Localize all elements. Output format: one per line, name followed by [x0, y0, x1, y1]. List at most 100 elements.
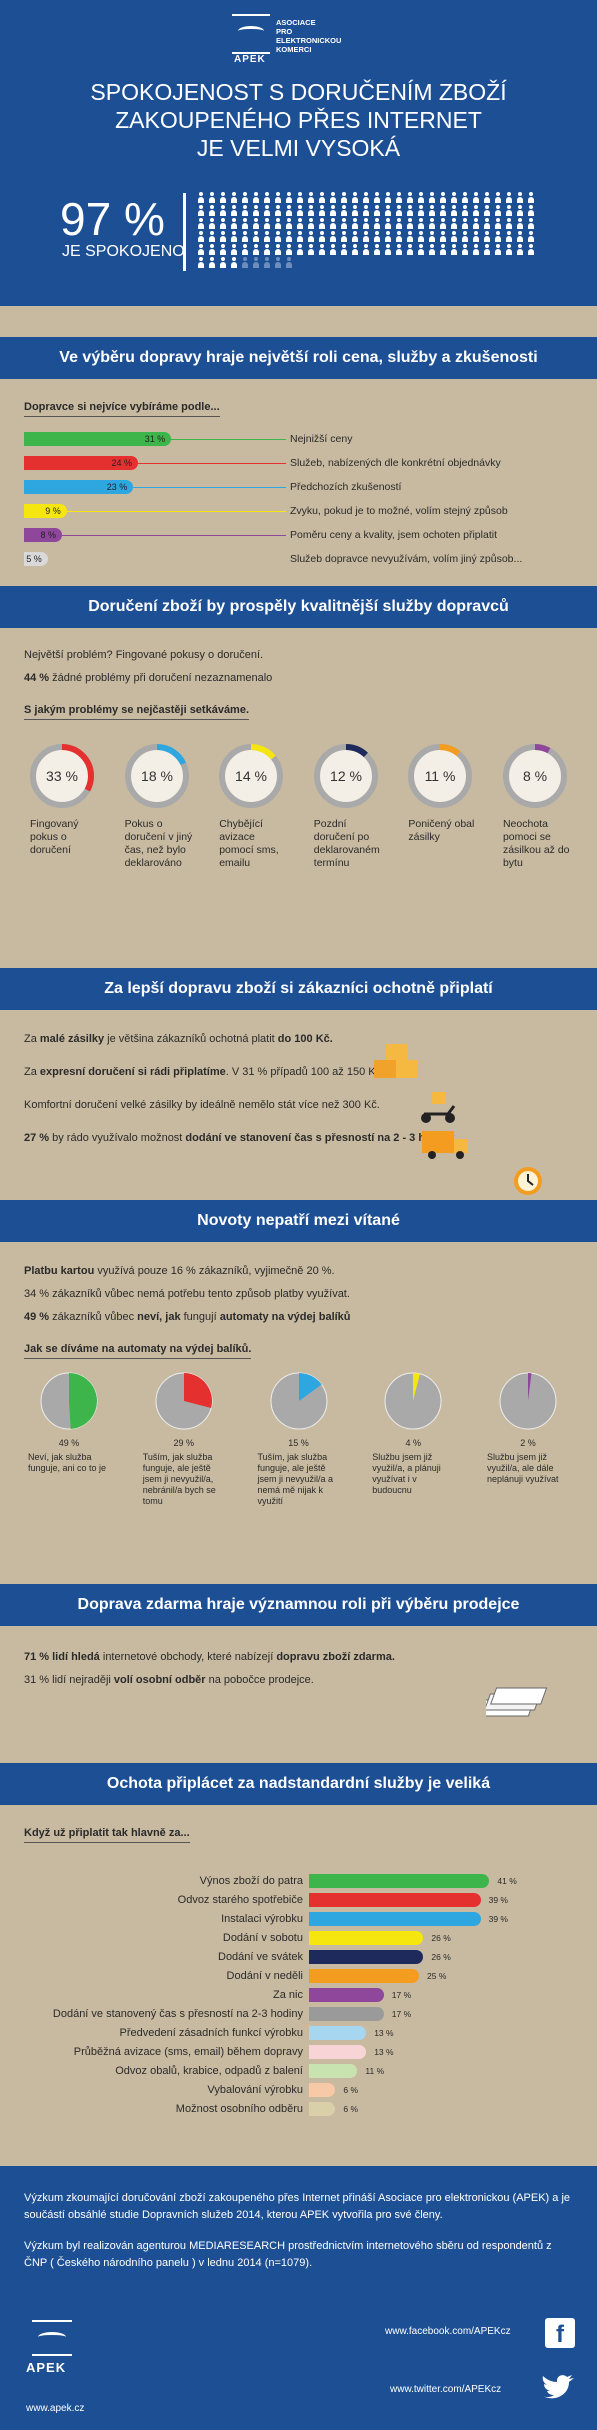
leader-line [171, 438, 286, 440]
person-icon [373, 231, 381, 242]
person-icon [307, 218, 315, 229]
person-icon [494, 244, 502, 255]
person-icon [230, 205, 238, 216]
section-title-delivery-services: Doručení zboží by prospěly kvalitnější s… [0, 586, 597, 628]
person-icon [395, 218, 403, 229]
person-icon [351, 244, 359, 255]
donut-value: 8 % [523, 768, 547, 784]
large-parcel-text: Komfortní doručení velké zásilky by ideá… [24, 1099, 380, 1111]
person-icon [274, 205, 282, 216]
section-title-novelties: Novoty nepatří mezi vítané [0, 1200, 597, 1242]
footer-apek-logo[interactable]: APEK [26, 2320, 106, 2400]
chart-transport-choice: 31 % Nejnižší ceny 24 % Služeb, nabízených … [24, 427, 573, 571]
bar-label: Poměru ceny a kvality, jsem ochoten přip… [290, 529, 497, 541]
person-icon [274, 192, 282, 203]
person-icon [230, 244, 238, 255]
person-icon [351, 205, 359, 216]
apek-logo[interactable]: APEK ASOCIACE PRO ELEKTRONICKOU KOMERCI [232, 14, 367, 65]
bar [309, 1949, 424, 1964]
bar-label: Dodání v sobotu [222, 1931, 303, 1944]
donut-chart: 18 % [124, 744, 189, 808]
person-icon [439, 244, 447, 255]
person-icon [461, 192, 469, 203]
person-icon [450, 231, 458, 242]
person-icon [285, 231, 293, 242]
donut-segment [219, 744, 284, 808]
chart-row: 23 % Předchozích zkušeností [24, 475, 573, 499]
chart-row: Za nic 17 % [0, 1985, 573, 2004]
person-icon [505, 218, 513, 229]
bar-value: 26 % [431, 1951, 451, 1962]
donut-value: 11 % [425, 768, 456, 784]
person-icon [340, 231, 348, 242]
person-icon [439, 192, 447, 203]
pie-chart [384, 1372, 442, 1430]
donut-label: Chybějící avizace pomocí sms, emailu [219, 818, 279, 869]
people-icon-grid [197, 192, 537, 268]
footer-website-link[interactable]: www.apek.cz [26, 2403, 85, 2414]
person-icon [362, 205, 370, 216]
no-problem-text: 44 % žádné problémy při doručení nezazna… [24, 672, 273, 684]
person-icon [252, 257, 260, 268]
pie-label: Tuším, jak služba funguje, ale ještě jse… [142, 1452, 216, 1506]
person-icon [318, 192, 326, 203]
person-icon [307, 231, 315, 242]
section-title-transport-choice: Ve výběru dopravy hraje největší roli ce… [0, 337, 597, 379]
person-icon [351, 218, 359, 229]
person-icon [406, 218, 414, 229]
person-icon [197, 257, 205, 268]
pie-label: Službu jsem již využil/a, ale dále neplá… [487, 1452, 559, 1484]
person-icon [197, 205, 205, 216]
donut-segment [502, 744, 567, 808]
person-icon [263, 205, 271, 216]
twitter-link[interactable]: www.twitter.com/APEKcz [390, 2384, 502, 2395]
person-icon [241, 218, 249, 229]
bar-label: Služeb, nabízených dle konkrétní objedná… [290, 457, 501, 469]
facebook-icon[interactable]: f [545, 2318, 575, 2348]
bar: 23 % [24, 480, 134, 494]
apek-logo-full-name: ASOCIACE PRO ELEKTRONICKOU KOMERCI [276, 18, 342, 54]
person-icon [274, 231, 282, 242]
chart-row: 24 % Služeb, nabízených dle konkrétní obj… [24, 451, 573, 475]
person-icon [395, 244, 403, 255]
donut-chart: 12 % [313, 744, 378, 808]
footer-method-text: Výzkum byl realizován agenturou MEDIARES… [24, 2240, 552, 2269]
bar-label: Předvedení zásadních funkcí výrobku [119, 2026, 303, 2039]
bar-label: Služeb dopravce nevyužívám, volím jiný z… [290, 553, 523, 565]
pie-chart [40, 1372, 98, 1430]
card-payment-no-need-text: 34 % zákazníků vůbec nemá potřebu tento … [24, 1288, 350, 1300]
person-icon [472, 192, 480, 203]
person-icon [450, 218, 458, 229]
chart-row: Instalaci výrobku 39 % [0, 1909, 573, 1928]
chart-row: Dodání ve svátek 26 % [0, 1947, 573, 1966]
person-icon [219, 218, 227, 229]
person-icon [461, 231, 469, 242]
person-icon [439, 218, 447, 229]
donut-segment [30, 744, 94, 808]
bar: 24 % [24, 456, 138, 470]
person-icon [318, 205, 326, 216]
person-icon [527, 192, 535, 203]
facebook-link[interactable]: www.facebook.com/APEKcz [385, 2326, 511, 2337]
person-icon [384, 218, 392, 229]
person-icon [252, 205, 260, 216]
bar-label: Odvoz obalů, krabice, odpadů z balení [115, 2064, 303, 2077]
person-icon [406, 205, 414, 216]
donut-item: 8 % Neochota pomoci se zásilkou až do byt… [497, 742, 573, 870]
bar [309, 2006, 384, 2021]
person-icon [263, 231, 271, 242]
person-icon [395, 192, 403, 203]
person-icon [505, 192, 513, 203]
donut-item: 18 % Pokus o doručení v jiný čas, než byl… [119, 742, 195, 870]
donut-value: 18 % [141, 768, 173, 784]
leader-line [66, 510, 286, 512]
person-icon [483, 244, 491, 255]
pie-slice [298, 1373, 322, 1401]
bar [309, 1987, 384, 2002]
chart-row: Odvoz obalů, krabice, odpadů z balení 11 … [0, 2061, 573, 2080]
person-icon [439, 231, 447, 242]
bar [309, 1968, 419, 1983]
section-title-free-delivery: Doprava zdarma hraje významnou roli při … [0, 1584, 597, 1626]
twitter-icon[interactable] [541, 2374, 575, 2402]
donut-segment [313, 744, 378, 808]
